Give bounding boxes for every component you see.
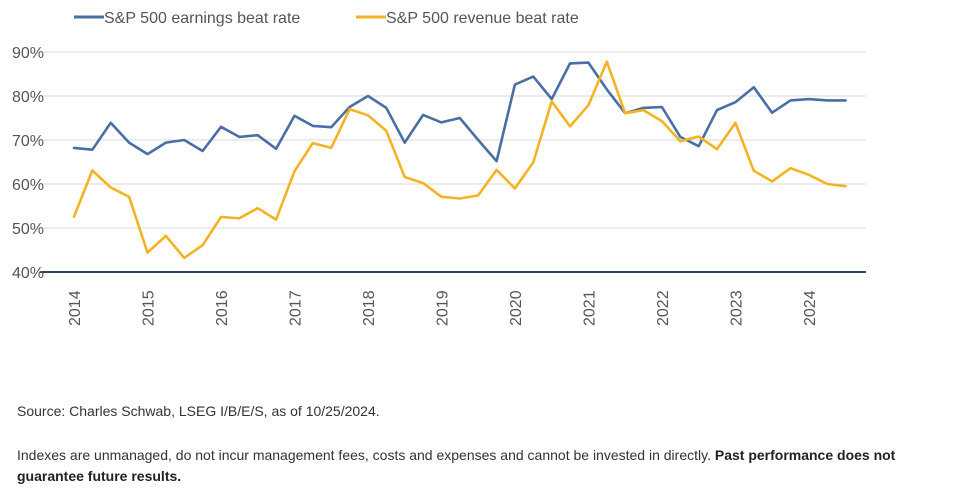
x-tick-label: 2024 (802, 290, 819, 326)
x-tick-label: 2016 (214, 290, 231, 326)
disclaimer-bold-text: Past performance does not guarantee futu… (17, 447, 896, 484)
x-tick-label: 2018 (361, 290, 378, 326)
disclaimer-text: Indexes are unmanaged, do not incur mana… (17, 447, 715, 463)
x-tick-label: 2023 (728, 290, 745, 326)
y-tick-label: 50% (12, 221, 44, 238)
y-tick-label: 80% (12, 89, 44, 106)
disclaimer-note: Indexes are unmanaged, do not incur mana… (17, 445, 952, 487)
y-tick-label: 70% (12, 133, 44, 150)
x-tick-label: 2019 (434, 290, 451, 326)
x-tick-label: 2021 (581, 290, 598, 326)
series-line-revenue (72, 60, 847, 260)
chart-legend: S&P 500 earnings beat rate S&P 500 revenu… (74, 10, 579, 27)
source-note: Source: Charles Schwab, LSEG I/B/E/S, as… (17, 401, 952, 422)
y-tick-label: 90% (12, 45, 44, 62)
source-text: Source: Charles Schwab, LSEG I/B/E/S, as… (17, 403, 380, 419)
x-tick-label: 2014 (67, 290, 84, 326)
x-axis-tick-labels: 2014 2015 2016 2017 2018 2019 2020 2021 2022 2023… (67, 290, 819, 326)
x-tick-label: 2015 (140, 290, 157, 326)
x-tick-label: 2022 (655, 290, 672, 326)
y-tick-label: 40% (12, 265, 44, 282)
y-axis-tick-labels: 40% 50% 60% 70% 80% 90% (12, 45, 44, 282)
x-tick-label: 2017 (287, 290, 304, 326)
beat-rate-line-chart: S&P 500 earnings beat rate S&P 500 revenu… (12, 10, 866, 326)
legend-label: S&P 500 earnings beat rate (104, 10, 300, 27)
legend-label: S&P 500 revenue beat rate (386, 10, 579, 27)
y-tick-label: 60% (12, 177, 44, 194)
x-tick-label: 2020 (508, 290, 525, 326)
series-lines (72, 60, 847, 260)
series-line-earnings (72, 61, 847, 163)
